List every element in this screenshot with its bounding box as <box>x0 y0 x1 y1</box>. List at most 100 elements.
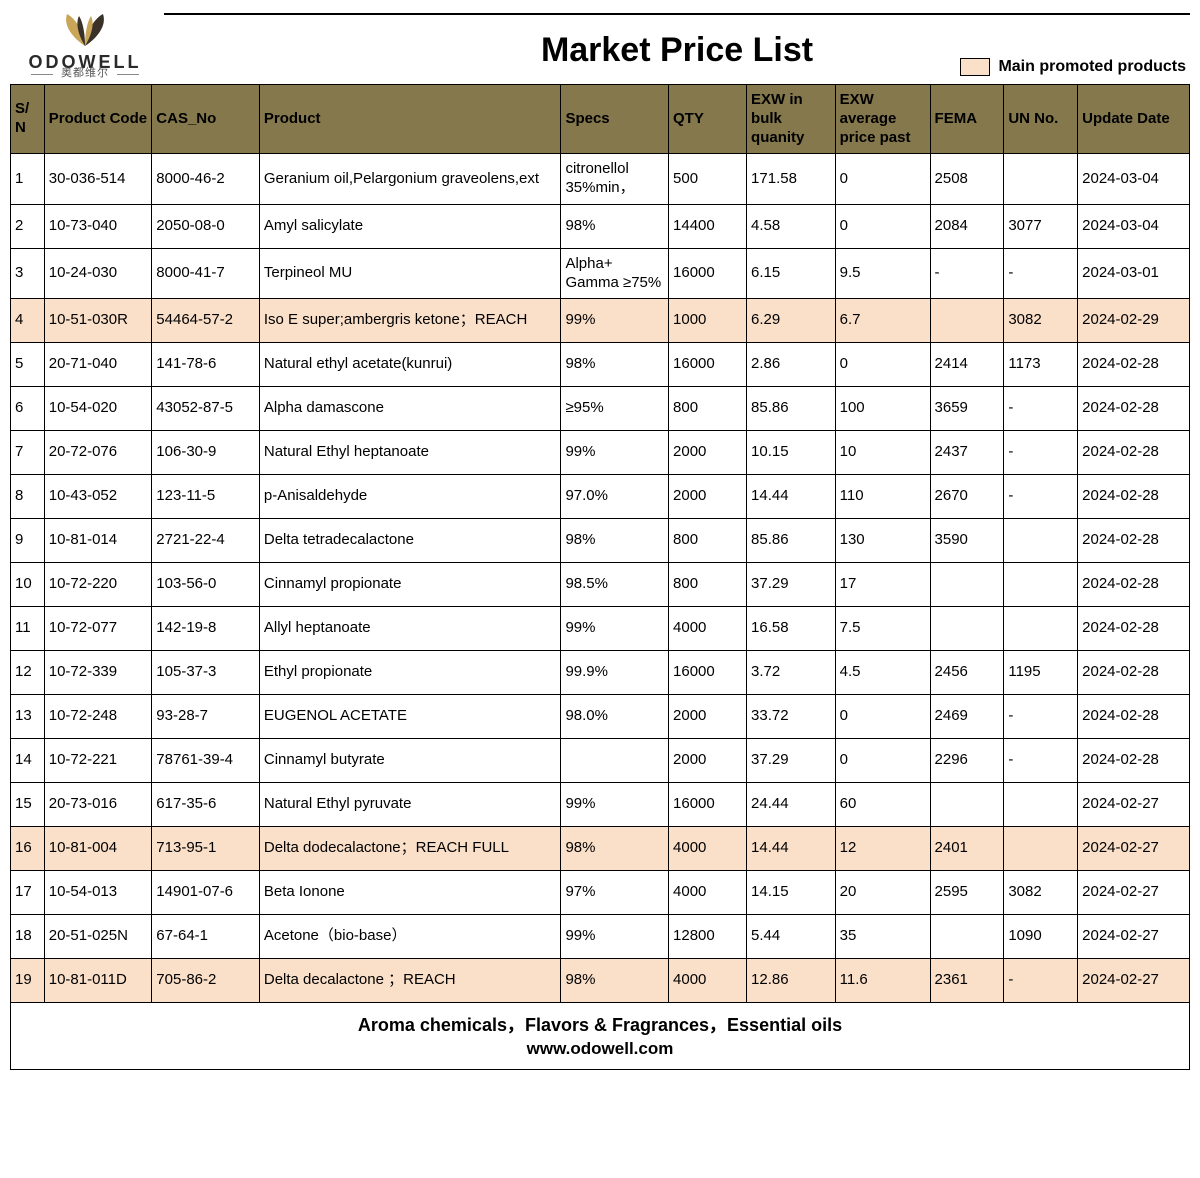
table-cell: 60 <box>835 783 930 827</box>
table-cell <box>1004 519 1078 563</box>
table-cell: 14 <box>11 739 45 783</box>
column-header: Product <box>259 85 561 154</box>
table-cell <box>1004 563 1078 607</box>
table-cell: EUGENOL ACETATE <box>259 695 561 739</box>
table-cell: 3077 <box>1004 204 1078 248</box>
table-cell: 0 <box>835 343 930 387</box>
table-cell <box>930 607 1004 651</box>
table-cell: 3590 <box>930 519 1004 563</box>
table-cell: 6.7 <box>835 299 930 343</box>
table-cell: 10-72-077 <box>44 607 152 651</box>
table-cell: - <box>930 248 1004 299</box>
table-cell: 713-95-1 <box>152 827 260 871</box>
table-cell: 43052-87-5 <box>152 387 260 431</box>
table-cell: 13 <box>11 695 45 739</box>
page: ODOWELL 奥都维尔 Market Price List Main prom… <box>0 0 1200 1082</box>
table-cell: 35 <box>835 915 930 959</box>
table-cell: 2000 <box>669 475 747 519</box>
table-row: 1010-72-220103-56-0Cinnamyl propionate98… <box>11 563 1190 607</box>
table-cell: 16000 <box>669 651 747 695</box>
price-table: S/NProduct CodeCAS_NoProductSpecsQTYEXW … <box>10 84 1190 1003</box>
table-cell: 15 <box>11 783 45 827</box>
table-cell: 54464-57-2 <box>152 299 260 343</box>
table-cell <box>1004 827 1078 871</box>
table-cell: 20-71-040 <box>44 343 152 387</box>
table-cell: 7.5 <box>835 607 930 651</box>
table-cell: 2296 <box>930 739 1004 783</box>
table-cell: 1090 <box>1004 915 1078 959</box>
table-cell: 2508 <box>930 154 1004 205</box>
table-cell: 98% <box>561 519 669 563</box>
table-cell: - <box>1004 959 1078 1003</box>
table-row: 610-54-02043052-87-5Alpha damascone≥95%8… <box>11 387 1190 431</box>
table-cell: Natural Ethyl pyruvate <box>259 783 561 827</box>
table-cell: 2000 <box>669 695 747 739</box>
table-cell: 4000 <box>669 959 747 1003</box>
table-row: 1910-81-011D705-86-2Delta decalactone ；R… <box>11 959 1190 1003</box>
table-cell: 98% <box>561 343 669 387</box>
table-cell: 2024-02-27 <box>1078 959 1190 1003</box>
table-cell: 2024-02-28 <box>1078 343 1190 387</box>
table-cell: 10-72-339 <box>44 651 152 695</box>
table-cell: - <box>1004 475 1078 519</box>
table-row: 1610-81-004713-95-1Delta dodecalactone；R… <box>11 827 1190 871</box>
table-cell <box>1004 607 1078 651</box>
table-cell: 1173 <box>1004 343 1078 387</box>
table-cell: 110 <box>835 475 930 519</box>
table-cell: 2.86 <box>747 343 836 387</box>
table-cell: 9.5 <box>835 248 930 299</box>
table-cell: 10-54-013 <box>44 871 152 915</box>
table-cell: 9 <box>11 519 45 563</box>
table-cell: Acetone（bio-base） <box>259 915 561 959</box>
logo: ODOWELL 奥都维尔 <box>10 8 160 80</box>
table-cell: Alpha damascone <box>259 387 561 431</box>
table-cell: 7 <box>11 431 45 475</box>
table-cell: 16000 <box>669 343 747 387</box>
table-cell: 85.86 <box>747 519 836 563</box>
table-cell: 1195 <box>1004 651 1078 695</box>
table-cell: 2024-02-27 <box>1078 827 1190 871</box>
table-row: 1310-72-24893-28-7EUGENOL ACETATE98.0%20… <box>11 695 1190 739</box>
table-row: 410-51-030R54464-57-2Iso E super;ambergr… <box>11 299 1190 343</box>
column-header: UN No. <box>1004 85 1078 154</box>
table-cell <box>1004 154 1078 205</box>
table-cell: 98.0% <box>561 695 669 739</box>
table-cell: 123-11-5 <box>152 475 260 519</box>
table-cell: 30-036-514 <box>44 154 152 205</box>
table-cell: 171.58 <box>747 154 836 205</box>
table-cell: 0 <box>835 154 930 205</box>
table-cell: 99.9% <box>561 651 669 695</box>
table-cell: 99% <box>561 299 669 343</box>
table-cell: 4.58 <box>747 204 836 248</box>
table-cell: 500 <box>669 154 747 205</box>
header-right: Market Price List Main promoted products <box>164 13 1190 80</box>
table-cell: 18 <box>11 915 45 959</box>
table-cell: 3659 <box>930 387 1004 431</box>
table-row: 1110-72-077142-19-8Allyl heptanoate99%40… <box>11 607 1190 651</box>
table-cell: 10-73-040 <box>44 204 152 248</box>
table-cell: 4000 <box>669 827 747 871</box>
table-cell: 17 <box>835 563 930 607</box>
table-cell: 4.5 <box>835 651 930 695</box>
table-cell: 100 <box>835 387 930 431</box>
table-cell: 800 <box>669 387 747 431</box>
table-cell: 2024-02-28 <box>1078 739 1190 783</box>
table-cell: 3082 <box>1004 871 1078 915</box>
table-cell: 10-54-020 <box>44 387 152 431</box>
table-cell: 99% <box>561 607 669 651</box>
table-cell: 99% <box>561 783 669 827</box>
table-cell: Beta Ionone <box>259 871 561 915</box>
table-cell: Terpineol MU <box>259 248 561 299</box>
table-cell: 2084 <box>930 204 1004 248</box>
table-cell: 2401 <box>930 827 1004 871</box>
table-cell: 4000 <box>669 871 747 915</box>
table-cell <box>930 915 1004 959</box>
column-header: Update Date <box>1078 85 1190 154</box>
table-cell: 11.6 <box>835 959 930 1003</box>
column-header: EXW average price past <box>835 85 930 154</box>
table-cell <box>930 299 1004 343</box>
table-cell: 97.0% <box>561 475 669 519</box>
column-header: Product Code <box>44 85 152 154</box>
table-cell: Ethyl propionate <box>259 651 561 695</box>
table-cell: 2024-02-28 <box>1078 563 1190 607</box>
